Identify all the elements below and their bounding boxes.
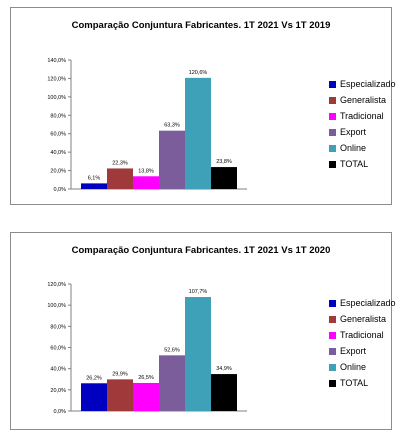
chart-title: Comparação Conjuntura Fabricantes. 1T 20… [71, 245, 331, 256]
y-tick-label: 60,0% [50, 132, 66, 138]
y-tick-label: 80,0% [50, 324, 66, 330]
legend-swatch [329, 363, 336, 371]
legend-item: Online [329, 140, 396, 156]
legend-swatch [329, 347, 336, 355]
y-tick-label: 80,0% [50, 113, 66, 119]
legend-item: Generalista [329, 92, 396, 108]
y-tick-label: 100,0% [47, 303, 66, 309]
legend-label: Tradicional [340, 111, 384, 121]
legend-item: TOTAL [329, 156, 396, 172]
legend-item: Tradicional [329, 108, 396, 124]
data-label: 6,1% [88, 175, 101, 181]
legend-label: Online [340, 362, 367, 372]
legend-swatch [329, 331, 336, 339]
chart-title: Comparação Conjuntura Fabricantes. 1T 20… [71, 20, 331, 31]
data-label: 52,6% [164, 347, 180, 353]
legend-swatch [329, 128, 336, 136]
bar-tradicional [133, 382, 159, 411]
bar-especializado [81, 383, 107, 411]
bar-online [185, 77, 211, 189]
data-label: 120,6% [189, 70, 208, 76]
bar-especializado [81, 183, 107, 189]
legend-label: Export [340, 346, 367, 356]
legend-swatch [329, 160, 336, 168]
legend-swatch [329, 80, 336, 88]
bar-tradicional [133, 176, 159, 189]
bar-total [211, 167, 237, 189]
legend-label: Generalista [340, 314, 387, 324]
chart-panel-2020: Comparação Conjuntura Fabricantes. 1T 20… [10, 232, 396, 430]
legend-item: Especializado [329, 76, 396, 92]
legend-swatch [329, 112, 336, 120]
data-label: 34,9% [216, 366, 232, 372]
legend-item: TOTAL [329, 375, 396, 391]
y-tick-label: 120,0% [47, 76, 66, 82]
data-label: 63,3% [164, 123, 180, 129]
legend-label: Especializado [340, 79, 396, 89]
bar-plot: 0,0% 20,0% 40,0% 60,0% 80,0% 100,0% 120,0% 26,2… [47, 282, 247, 415]
y-tick-label: 40,0% [50, 150, 66, 156]
data-label: 26,5% [138, 375, 154, 381]
y-tick-label: 40,0% [50, 367, 66, 373]
legend-swatch [329, 315, 336, 323]
data-label: 13,8% [138, 168, 154, 174]
data-label: 26,2% [86, 375, 102, 381]
legend-item: Especializado [329, 295, 396, 311]
chart-legend: Especializado Generalista Tradicional Expor… [329, 76, 396, 172]
legend-label: TOTAL [340, 378, 369, 388]
data-label: 23,8% [216, 159, 232, 165]
legend-item: Export [329, 124, 396, 140]
data-label: 107,7% [189, 289, 208, 295]
legend-label: Generalista [340, 95, 387, 105]
bar-online [185, 297, 211, 411]
y-tick-label: 100,0% [47, 95, 66, 101]
data-label: 29,9% [112, 371, 128, 377]
legend-swatch [329, 379, 336, 387]
legend-swatch [329, 96, 336, 104]
legend-swatch [329, 144, 336, 152]
legend-label: Export [340, 127, 367, 137]
y-tick-label: 20,0% [50, 169, 66, 175]
y-tick-label: 60,0% [50, 346, 66, 352]
y-tick-label: 0,0% [53, 409, 66, 415]
bar-export [159, 130, 185, 189]
legend-label: Especializado [340, 298, 396, 308]
legend-label: TOTAL [340, 159, 369, 169]
legend-item: Tradicional [329, 327, 396, 343]
bar-generalista [107, 168, 133, 189]
legend-item: Online [329, 359, 396, 375]
y-tick-label: 0,0% [53, 187, 66, 193]
bar-generalista [107, 379, 133, 411]
y-tick-label: 120,0% [47, 282, 66, 288]
data-label: 22,3% [112, 160, 128, 166]
legend-item: Export [329, 343, 396, 359]
chart-legend: Especializado Generalista Tradicional Expor… [329, 295, 396, 391]
y-tick-label: 20,0% [50, 388, 66, 394]
bar-plot: 0,0% 20,0% 40,0% 60,0% 80,0% 100,0% 120,0% 140,… [47, 58, 247, 193]
legend-swatch [329, 299, 336, 307]
bar-export [159, 355, 185, 411]
y-tick-label: 140,0% [47, 58, 66, 64]
legend-label: Tradicional [340, 330, 384, 340]
chart-panel-2019: Comparação Conjuntura Fabricantes. 1T 20… [10, 7, 396, 205]
legend-item: Generalista [329, 311, 396, 327]
legend-label: Online [340, 143, 367, 153]
bar-total [211, 374, 237, 411]
